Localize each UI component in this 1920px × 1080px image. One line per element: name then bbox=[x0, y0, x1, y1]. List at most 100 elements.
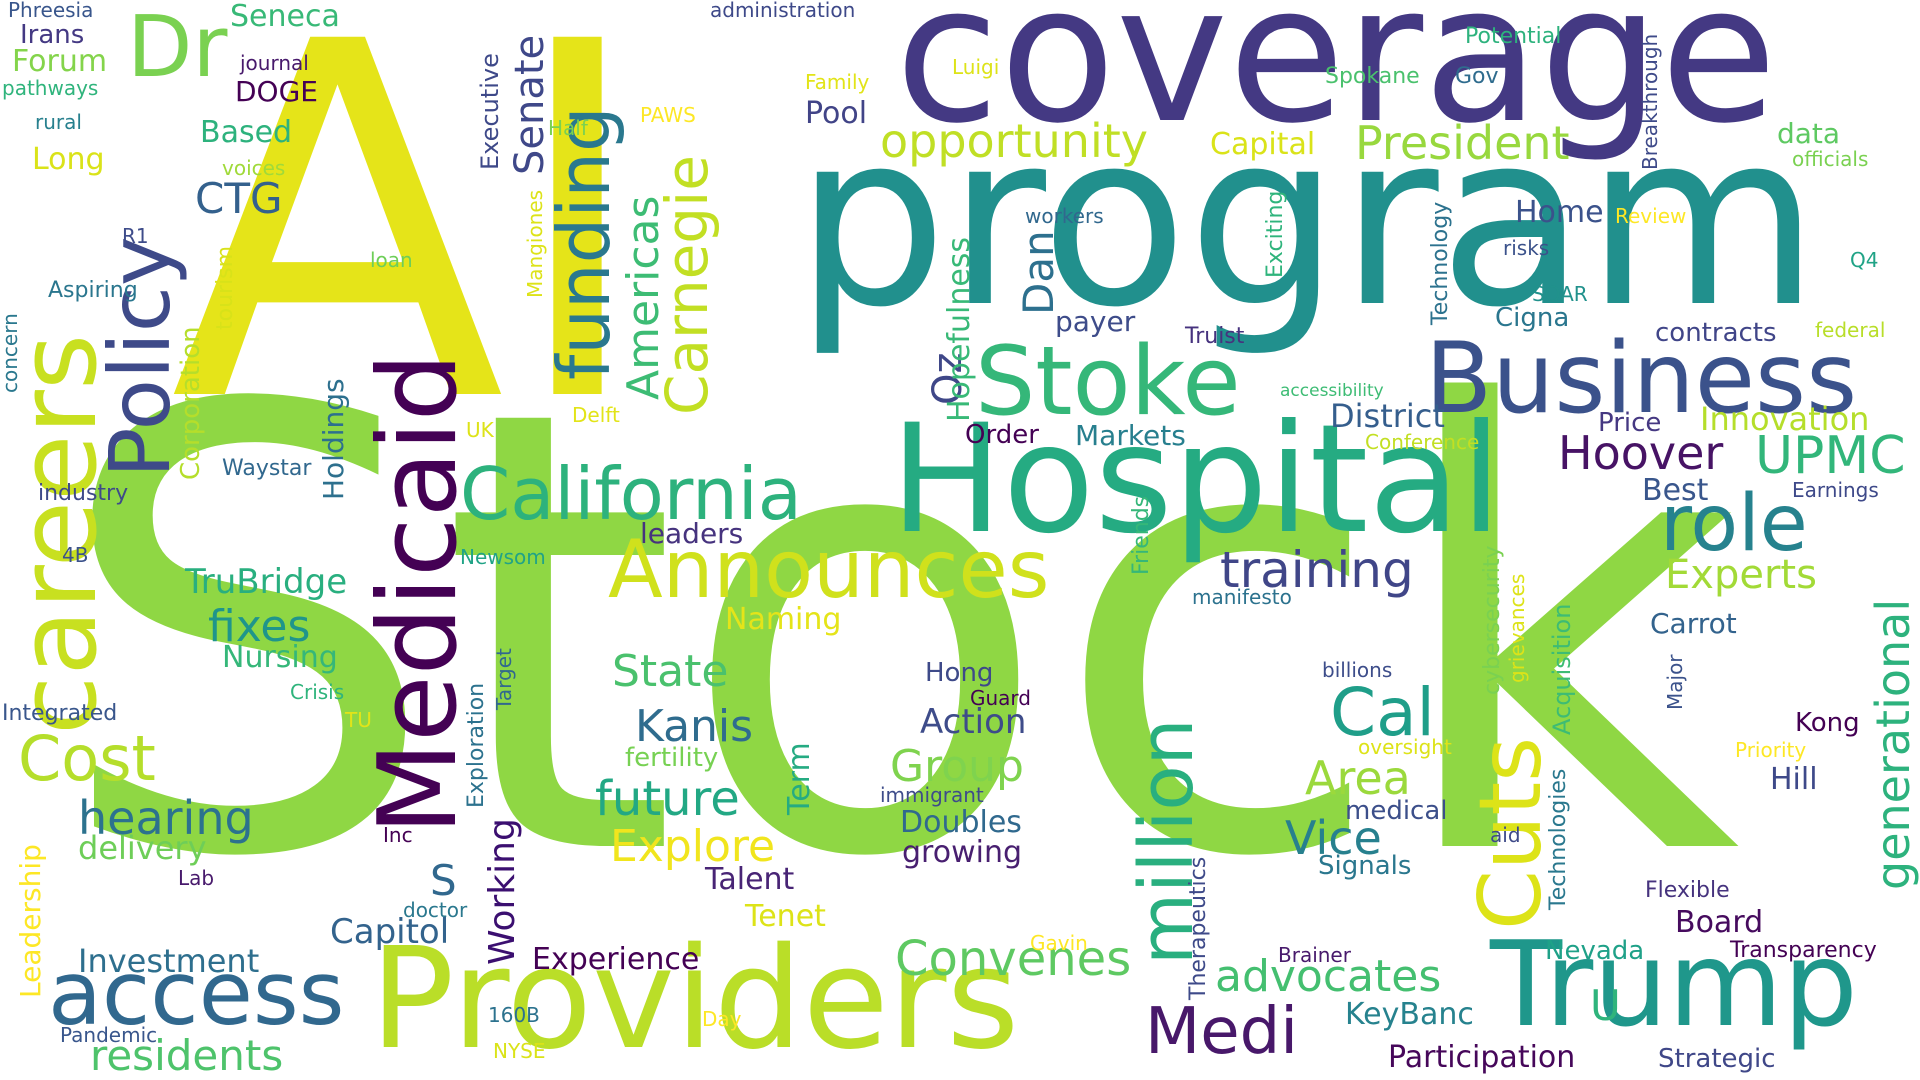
word-medicaid: Medicaid bbox=[356, 352, 481, 835]
word-risks: risks bbox=[1503, 236, 1550, 260]
word-cal: Cal bbox=[1330, 674, 1435, 751]
word-s: S bbox=[430, 856, 457, 905]
word-dan: Dan bbox=[1014, 230, 1063, 315]
word-action: Action bbox=[920, 702, 1027, 742]
word-potential: Potential bbox=[1465, 24, 1562, 49]
word-manifesto: manifesto bbox=[1192, 585, 1292, 609]
word-target: Target bbox=[492, 648, 516, 710]
word-hill: Hill bbox=[1770, 762, 1818, 797]
word-carrot: Carrot bbox=[1650, 607, 1737, 640]
word-talent: Talent bbox=[705, 862, 795, 897]
word-nevada: Nevada bbox=[1545, 936, 1645, 966]
word-accessibility: accessibility bbox=[1280, 381, 1384, 401]
word-newsom: Newsom bbox=[460, 545, 546, 569]
word-gov: Gov bbox=[1455, 64, 1499, 89]
word-pool: Pool bbox=[805, 96, 868, 131]
word-california: California bbox=[460, 452, 802, 536]
word-payer: payer bbox=[1055, 305, 1136, 338]
word-cigna: Cigna bbox=[1495, 303, 1570, 333]
word-soar: SOAR bbox=[1532, 282, 1588, 306]
word-oversight: oversight bbox=[1358, 735, 1452, 759]
word-loan: loan bbox=[370, 248, 413, 272]
word-trump: Trump bbox=[1490, 915, 1858, 1053]
word-paws: PAWS bbox=[640, 103, 696, 127]
word-exciting: Exciting bbox=[1263, 190, 1288, 278]
word-convenes: Convenes bbox=[895, 931, 1132, 987]
word-therapeutics: Therapeutics bbox=[1186, 856, 1211, 1000]
word-explore: Explore bbox=[610, 821, 776, 872]
word-half: Half bbox=[548, 116, 588, 140]
word-trubridge: TruBridge bbox=[185, 562, 348, 602]
word-data: data bbox=[1777, 117, 1841, 150]
word-term: Term bbox=[782, 742, 817, 815]
word-hoover: Hoover bbox=[1558, 426, 1724, 480]
word-access: access bbox=[48, 942, 345, 1045]
word-medi: Medi bbox=[1145, 995, 1298, 1069]
word-generational: generational bbox=[1866, 598, 1920, 890]
word-kong: Kong bbox=[1795, 708, 1860, 738]
word-ai: AI bbox=[170, 0, 650, 510]
word-training: training bbox=[1220, 541, 1414, 599]
word-price: Price bbox=[1598, 408, 1662, 438]
word-160b: 160B bbox=[488, 1003, 540, 1027]
word-best: Best bbox=[1642, 473, 1709, 508]
word-district: District bbox=[1330, 397, 1445, 435]
word-based: Based bbox=[200, 115, 293, 150]
word-capitol: Capitol bbox=[330, 912, 450, 952]
word-advocates: advocates bbox=[1215, 951, 1442, 1002]
word-truist: Truist bbox=[1185, 324, 1245, 349]
word-coverage: coverage bbox=[895, 0, 1778, 165]
word-ctg: CTG bbox=[195, 174, 283, 223]
word-pathways: pathways bbox=[2, 76, 99, 100]
word-crisis: Crisis bbox=[290, 680, 345, 704]
word-gavin: Gavin bbox=[1030, 931, 1088, 955]
word-voices: voices bbox=[222, 156, 286, 180]
word-nursing: Nursing bbox=[222, 640, 338, 675]
word-experience: Experience bbox=[532, 942, 700, 977]
word-fertility: fertility bbox=[625, 743, 719, 773]
word-friends: Friends bbox=[1129, 495, 1154, 575]
word-area: Area bbox=[1305, 751, 1411, 805]
word-major: Major bbox=[1663, 654, 1687, 710]
word-state: State bbox=[612, 646, 729, 697]
word-aid: aid bbox=[1490, 823, 1521, 847]
word-conference: Conference bbox=[1365, 430, 1480, 454]
word-u: U bbox=[1590, 981, 1621, 1030]
word-opportunity: opportunity bbox=[880, 114, 1148, 168]
word-phreesia: Phreesia bbox=[8, 0, 94, 22]
word-doctor: doctor bbox=[403, 898, 468, 922]
word-mangiones: Mangiones bbox=[523, 189, 547, 298]
word-4b: 4B bbox=[62, 543, 89, 567]
word-upmc: UPMC bbox=[1755, 426, 1906, 486]
word-seneca: Seneca bbox=[230, 0, 340, 34]
word-kanis: Kanis bbox=[635, 701, 754, 752]
word-earnings: Earnings bbox=[1792, 478, 1879, 502]
word-technologies: Technologies bbox=[1546, 768, 1571, 910]
word-leaders: leaders bbox=[640, 517, 744, 550]
word-doubles: Doubles bbox=[900, 805, 1022, 840]
word-hopefulness: Hopefulness bbox=[942, 236, 977, 422]
word-long: Long bbox=[32, 142, 105, 177]
word-innovation: Innovation bbox=[1700, 400, 1870, 438]
word-policy: Policy bbox=[91, 236, 189, 478]
word-day: Day bbox=[702, 1007, 742, 1031]
word-spokane: Spokane bbox=[1325, 64, 1420, 89]
word-investment: Investment bbox=[78, 942, 260, 980]
word-forum: Forum bbox=[12, 44, 108, 79]
word-providers: Providers bbox=[370, 918, 1020, 1080]
word-nyse: NYSE bbox=[493, 1039, 546, 1063]
word-announces: Announces bbox=[608, 523, 1050, 616]
word-federal: federal bbox=[1815, 318, 1886, 342]
word-delivery: delivery bbox=[78, 829, 207, 867]
word-rural: rural bbox=[35, 110, 82, 134]
word-capital: Capital bbox=[1210, 127, 1316, 162]
word-naming: Naming bbox=[725, 602, 842, 637]
word-business: Business bbox=[1425, 322, 1858, 436]
word-working: Working bbox=[482, 818, 523, 965]
word-guard: Guard bbox=[970, 686, 1031, 710]
word-role: role bbox=[1660, 479, 1808, 569]
word-integrated: Integrated bbox=[2, 701, 118, 726]
word-tenet: Tenet bbox=[745, 899, 826, 934]
word-dr: Dr bbox=[127, 0, 228, 97]
word-workers: workers bbox=[1025, 204, 1104, 228]
